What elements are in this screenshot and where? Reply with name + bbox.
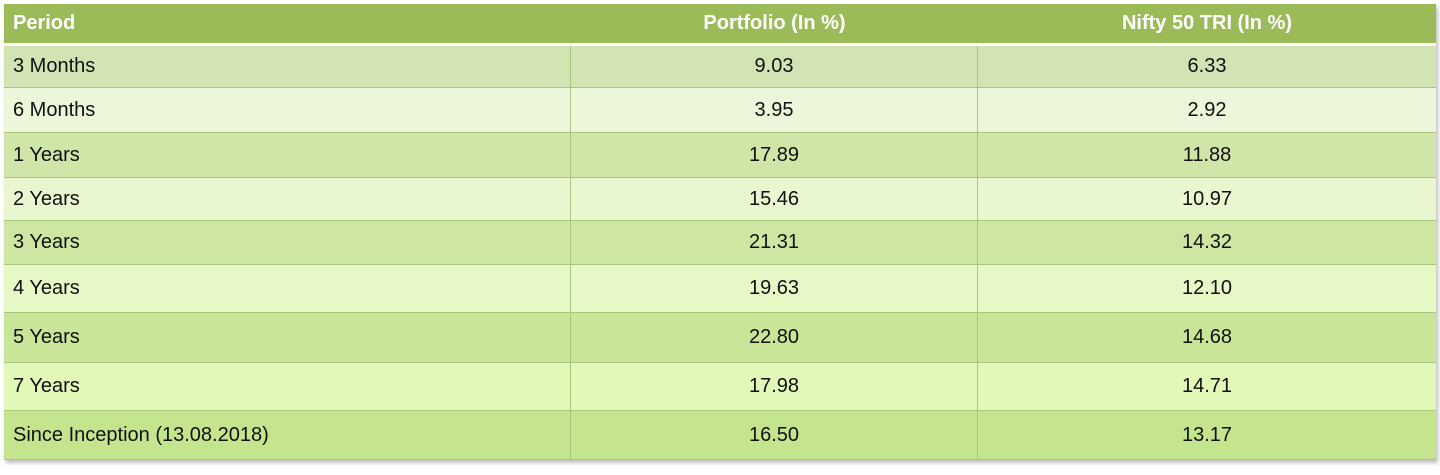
value-cell: 11.88 xyxy=(1182,143,1232,166)
value-cell: 14.68 xyxy=(1181,326,1233,348)
table-row: Since Inception (13.08.2018) 16.50 13.17 xyxy=(4,411,1436,460)
value-cell: 17.98 xyxy=(571,363,978,410)
value-cell: 14.71 xyxy=(1181,375,1233,397)
header-cell: Portfolio (In %) xyxy=(703,12,846,34)
performance-table: Period Portfolio (In %) Nifty 50 TRI (In… xyxy=(4,4,1436,460)
value-cell: 19.63 xyxy=(571,265,978,312)
table-row: 6 Months 3.95 2.92 xyxy=(4,88,1436,133)
value-cell: 10.97 xyxy=(1181,187,1233,210)
period-cell: 7 Years xyxy=(4,363,571,410)
value-cell: 16.50 xyxy=(571,411,978,459)
value-cell: 14.32 xyxy=(1181,231,1233,253)
period-cell: 4 Years xyxy=(4,265,571,312)
value-cell: 13.17 xyxy=(1181,423,1233,446)
table-row: 1 Years 17.89 11.88 xyxy=(4,133,1436,178)
table-row: 2 Years 15.46 10.97 xyxy=(4,178,1436,221)
table-row: 7 Years 17.98 14.71 xyxy=(4,363,1436,411)
value-cell: 9.03 xyxy=(571,46,978,87)
period-cell: 6 Months xyxy=(4,88,571,132)
header-cell: Period xyxy=(13,12,76,34)
value-cell: 2.92 xyxy=(1187,98,1227,121)
period-cell: 3 Months xyxy=(4,46,571,87)
header-cell: Nifty 50 TRI (In %) xyxy=(1121,12,1292,34)
value-cell: 12.10 xyxy=(1181,277,1233,299)
period-cell: 2 Years xyxy=(4,178,571,220)
value-cell: 22.80 xyxy=(571,313,978,362)
value-cell: 6.33 xyxy=(1187,55,1227,77)
header-row: Period Portfolio (In %) Nifty 50 TRI (In… xyxy=(4,4,1436,46)
table-row: 3 Years 21.31 14.32 xyxy=(4,221,1436,265)
table-row: 3 Months 9.03 6.33 xyxy=(4,46,1436,88)
period-cell: Since Inception (13.08.2018) xyxy=(4,411,571,459)
value-cell: 21.31 xyxy=(571,221,978,264)
value-cell: 3.95 xyxy=(571,88,978,132)
table-row: 5 Years 22.80 14.68 xyxy=(4,313,1436,363)
period-cell: 3 Years xyxy=(4,221,571,264)
value-cell: 15.46 xyxy=(571,178,978,220)
period-cell: 1 Years xyxy=(4,133,571,177)
table-row: 4 Years 19.63 12.10 xyxy=(4,265,1436,313)
period-cell: 5 Years xyxy=(4,313,571,362)
value-cell: 17.89 xyxy=(571,133,978,177)
